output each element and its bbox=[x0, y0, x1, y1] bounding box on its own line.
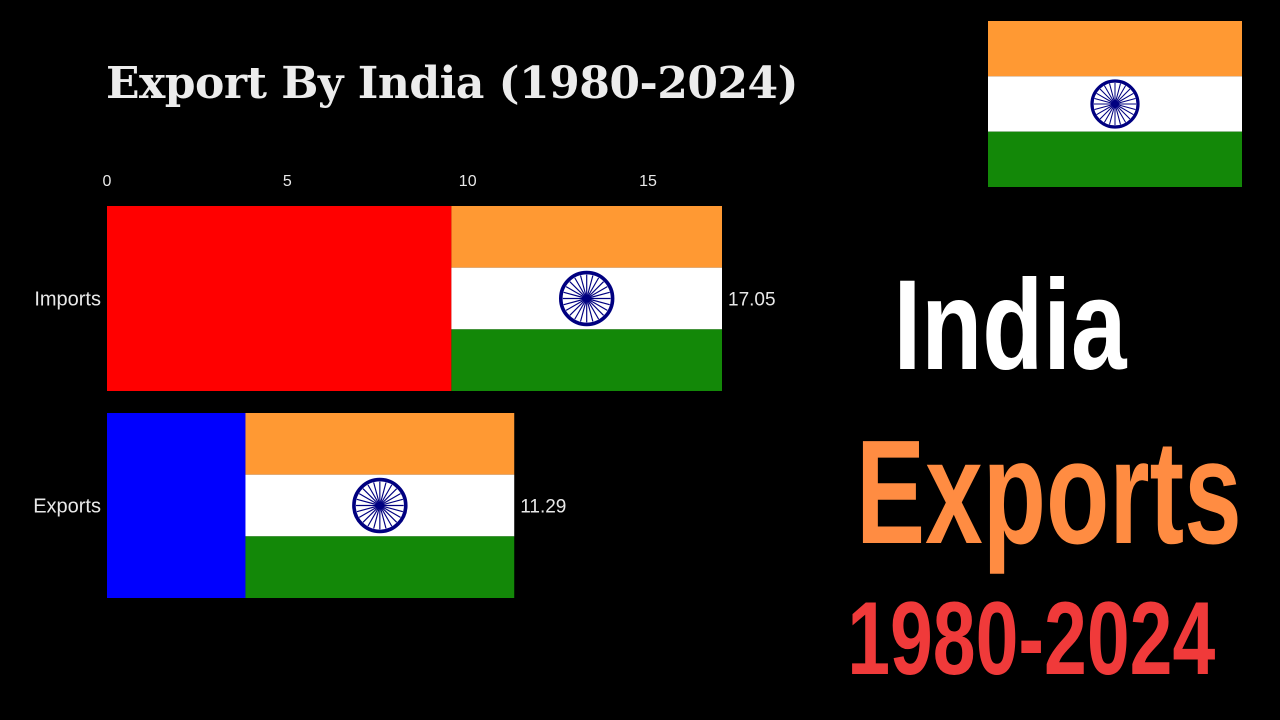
flag-saffron-band bbox=[245, 413, 515, 475]
bar-exports bbox=[107, 413, 246, 598]
ashoka-chakra-icon bbox=[558, 270, 615, 327]
headline-topic: Exports bbox=[856, 410, 1242, 575]
category-label: Exports bbox=[33, 496, 101, 518]
india-flag-icon bbox=[988, 21, 1242, 187]
bar-imports bbox=[107, 206, 452, 391]
value-label: 17.05 bbox=[728, 290, 776, 311]
flag-green-band bbox=[988, 131, 1242, 187]
headline-years: 1980-2024 bbox=[847, 581, 1216, 697]
india-flag-icon bbox=[245, 413, 515, 598]
flag-green-band bbox=[245, 536, 515, 598]
x-tick-label: 5 bbox=[283, 173, 292, 190]
flag-saffron-band bbox=[988, 21, 1242, 77]
bar-chart: 0 5 10 15 Imports 17.05 Exports 11.29 bbox=[33, 173, 776, 598]
flag-saffron-band bbox=[451, 206, 722, 268]
category-label: Imports bbox=[34, 289, 101, 311]
ashoka-chakra-icon bbox=[352, 477, 408, 534]
chart-title: Export By India (1980-2024) bbox=[106, 58, 798, 109]
x-tick-label: 0 bbox=[103, 173, 112, 190]
flag-green-band bbox=[451, 329, 722, 391]
india-flag-icon bbox=[451, 206, 722, 391]
india-flag-graphic bbox=[988, 21, 1242, 187]
x-tick-label: 15 bbox=[639, 173, 657, 190]
value-label: 11.29 bbox=[520, 497, 566, 518]
x-tick-label: 10 bbox=[459, 173, 477, 190]
headline-country: India bbox=[893, 254, 1127, 397]
ashoka-chakra-icon bbox=[1090, 79, 1140, 129]
